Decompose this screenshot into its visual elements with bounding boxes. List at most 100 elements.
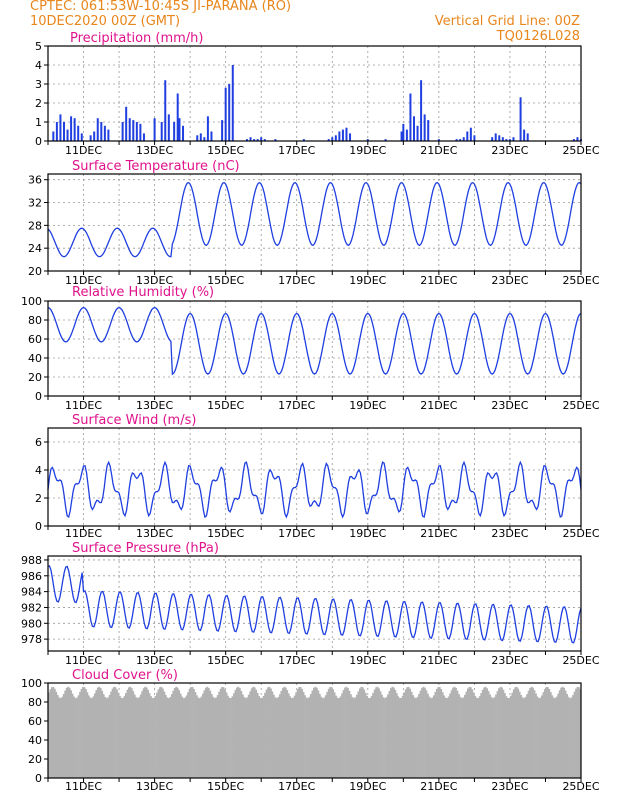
temperature-series-line: [47, 181, 582, 258]
x-tick-label: 25DEC: [562, 274, 599, 287]
cloud-cover-bar: [468, 686, 471, 778]
cloud-cover-bar: [169, 696, 172, 778]
cloud-cover-bar: [373, 689, 376, 778]
cloud-cover-bar: [355, 694, 358, 778]
precip-bar: [501, 137, 504, 141]
cloud-cover-bar: [573, 691, 576, 778]
y-tick-label: 0: [35, 520, 42, 533]
precip-bar: [473, 135, 476, 141]
cloud-cover-bar: [495, 694, 497, 778]
cloud-cover-bar: [236, 687, 238, 778]
cloud-cover-bar: [107, 697, 110, 778]
precip-bar: [228, 84, 231, 141]
cloud-cover-bar: [240, 691, 243, 778]
cloud-cover-bar: [184, 697, 186, 778]
cloud-cover-bar: [458, 694, 460, 778]
cloud-cover-bar: [225, 692, 228, 778]
x-tick-label: 13DEC: [136, 527, 173, 540]
cloud-cover-bar: [104, 696, 107, 778]
cloud-cover-bar: [564, 690, 567, 778]
x-tick-label: 19DEC: [349, 144, 386, 157]
y-tick-label: 980: [21, 617, 42, 630]
cloud-cover-bar: [429, 698, 432, 778]
cloud-cover-bar: [79, 692, 81, 778]
cloud-cover-bar: [267, 687, 269, 778]
cloud-cover-bar: [231, 696, 234, 778]
cloud-cover-bar: [395, 693, 398, 778]
cloud-cover-bar: [139, 694, 142, 778]
cloud-cover-bar: [238, 688, 241, 778]
precip-bar: [512, 137, 515, 141]
cloud-cover-bar: [330, 687, 333, 778]
cloud-cover-bar: [293, 695, 296, 778]
y-tick-label: 40: [28, 352, 42, 365]
precip-bar: [253, 139, 256, 141]
cloud-cover-bar: [164, 694, 167, 778]
x-tick-label: 21DEC: [420, 654, 457, 667]
cloud-cover-bar: [278, 694, 281, 778]
cloud-cover-bar: [490, 697, 493, 778]
cloud-cover-bar: [308, 696, 311, 778]
cloud-cover-bar: [259, 697, 262, 778]
cloud-cover-bar: [203, 690, 206, 778]
cloud-cover-bar: [142, 688, 145, 778]
cloud-cover-bar: [289, 696, 292, 778]
cloud-cover-bar: [566, 693, 568, 778]
cloud-cover-bar: [434, 692, 437, 778]
cloud-cover-bar: [227, 695, 229, 778]
precip-bar: [77, 125, 80, 141]
humidity-panel-title: Relative Humidity (%): [72, 285, 214, 300]
cloud-cover-bar: [398, 698, 401, 778]
cloud-cover-bar: [543, 689, 546, 778]
x-tick-label: 15DEC: [207, 654, 244, 667]
cloud-cover-bar: [461, 698, 463, 778]
cloud-cover-bar: [82, 687, 84, 778]
precip-bar: [260, 137, 263, 141]
cloud-cover-bar: [284, 687, 287, 778]
cloud-cover-bar: [489, 694, 491, 778]
cloud-cover-bar: [196, 695, 198, 778]
precip-bar: [505, 139, 508, 141]
cloud-cover-bar: [243, 697, 246, 778]
x-tick-label: 15DEC: [207, 274, 244, 287]
cloud-cover-bar: [432, 695, 435, 778]
y-tick-label: 4: [35, 59, 42, 72]
cloud-cover-bar: [440, 689, 443, 778]
cloud-cover-bar: [546, 687, 549, 778]
x-tick-label: 11DEC: [65, 399, 102, 412]
cloud-cover-bar: [301, 688, 303, 778]
precip-bar: [221, 120, 224, 141]
cloud-cover-bar: [228, 697, 231, 778]
precip-bar: [160, 122, 163, 141]
cloud-cover-bar: [307, 698, 309, 778]
cloud-cover-bar: [385, 697, 388, 778]
cloud-cover-bar: [327, 688, 330, 778]
cloud-cover-bar: [154, 695, 157, 778]
cloud-cover-bar: [419, 690, 422, 778]
cloud-cover-bar: [212, 696, 215, 778]
cloud-cover-bar: [431, 697, 434, 778]
cloud-cover-bar: [250, 688, 253, 778]
cloud-cover-bar: [48, 692, 50, 778]
cloud-cover-bar: [397, 696, 400, 778]
cloud-cover-bar: [90, 698, 93, 778]
x-tick-label: 13DEC: [136, 780, 173, 793]
cloud-cover-bar: [108, 694, 111, 778]
cloud-cover-bar: [64, 690, 67, 778]
cloud-cover-bar: [295, 692, 298, 778]
cloud-cover-bar: [469, 687, 472, 778]
cloud-cover-bar: [375, 687, 377, 778]
y-tick-label: 988: [21, 554, 42, 567]
cloud-cover-bar: [258, 696, 261, 778]
cloud-cover-bar: [505, 696, 508, 778]
cloud-cover-bar: [567, 696, 570, 778]
precip-bar: [455, 139, 458, 141]
precip-bar: [402, 123, 405, 141]
cloud-cover-bar: [200, 696, 203, 778]
cloud-cover-bar: [391, 686, 394, 778]
cloud-cover-bar: [409, 688, 412, 778]
precip-bar: [249, 137, 252, 141]
precip-bar: [139, 123, 142, 141]
cloud-cover-bar: [410, 691, 413, 778]
cloud-cover-bar: [127, 687, 130, 778]
